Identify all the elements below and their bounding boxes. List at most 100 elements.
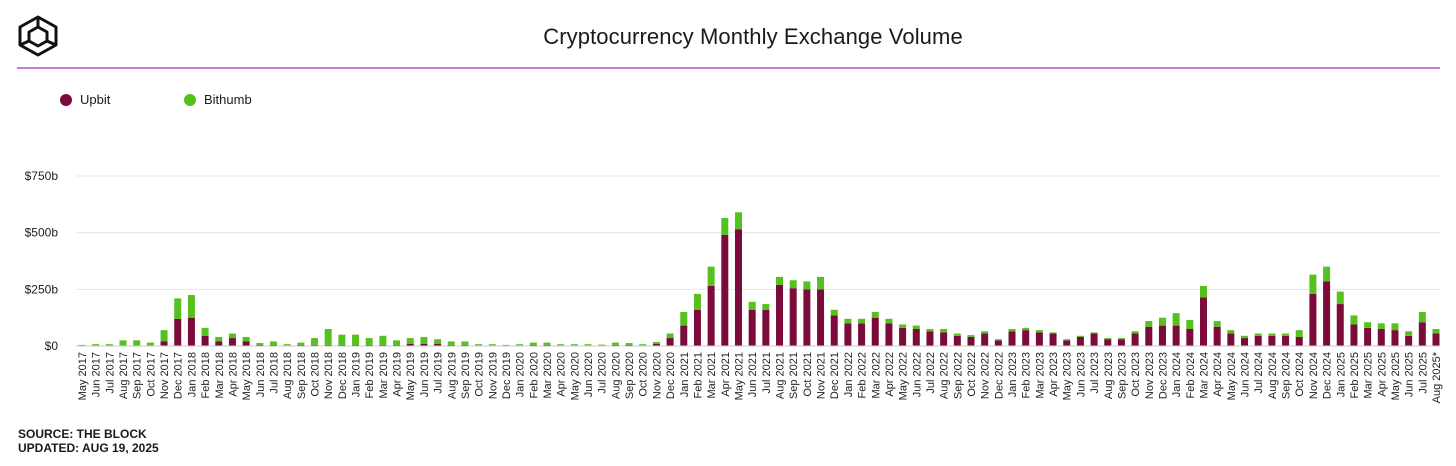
bar-bithumb [338, 334, 346, 345]
x-tick-label: Jan 2021 [679, 352, 691, 397]
updated-note: UPDATED: AUG 19, 2025 [18, 441, 159, 455]
bar-bithumb [406, 338, 414, 344]
bar-bithumb [598, 344, 606, 346]
bar-upbit [762, 309, 770, 346]
bar-upbit [707, 285, 715, 346]
bar-bithumb [502, 344, 510, 346]
x-tick-label: Jul 2023 [1089, 352, 1101, 394]
x-tick-label: Apr 2023 [1048, 352, 1060, 397]
bar-bithumb [912, 325, 920, 329]
bar-upbit [1186, 329, 1194, 346]
bar-upbit [1117, 339, 1125, 346]
x-tick-label: Jul 2019 [433, 352, 445, 394]
bar-upbit [953, 335, 961, 346]
bar-bithumb [269, 341, 277, 345]
bar-bithumb [830, 309, 838, 316]
bar-upbit [1405, 335, 1413, 346]
x-tick-label: Jun 2021 [747, 352, 759, 397]
bar-upbit [256, 344, 264, 346]
bar-upbit [981, 333, 989, 346]
bar-upbit [1350, 324, 1358, 346]
bar-bithumb [1117, 338, 1125, 340]
bar-bithumb [721, 217, 729, 235]
bar-bithumb [256, 343, 264, 345]
bar-bithumb [324, 329, 332, 345]
x-tick-label: May 2024 [1226, 352, 1238, 400]
bar-upbit [365, 344, 373, 346]
bar-bithumb [776, 276, 784, 285]
x-tick-label: Sep 2024 [1281, 352, 1293, 399]
bar-bithumb [92, 344, 100, 346]
x-tick-label: Oct 2022 [966, 352, 978, 397]
bar-upbit [693, 309, 701, 346]
bar-bithumb [953, 333, 961, 336]
bar-upbit [1213, 326, 1221, 346]
x-tick-label: Aug 2019 [446, 352, 458, 399]
bar-upbit [324, 344, 332, 346]
bar-bithumb [516, 344, 524, 346]
x-tick-label: Sep 2020 [624, 352, 636, 399]
bar-bithumb [1035, 330, 1043, 333]
x-tick-label: Jan 2018 [186, 352, 198, 397]
bar-upbit [844, 323, 852, 346]
x-tick-label: Nov 2020 [651, 352, 663, 399]
x-tick-label: Mar 2025 [1363, 352, 1375, 398]
x-tick-label: Feb 2018 [200, 352, 212, 398]
bar-upbit [940, 332, 948, 346]
bar-upbit [1227, 333, 1235, 346]
x-tick-label: Dec 2024 [1322, 352, 1334, 399]
x-tick-label: Aug 2021 [775, 352, 787, 399]
x-tick-label: Dec 2018 [337, 352, 349, 399]
bar-bithumb [940, 329, 948, 333]
x-tick-label: May 2023 [1062, 352, 1074, 400]
bar-bithumb [475, 344, 483, 346]
x-tick-label: Feb 2020 [528, 352, 540, 398]
legend-item-bithumb[interactable]: Bithumb [184, 92, 252, 107]
x-tick-label: Feb 2025 [1349, 352, 1361, 398]
bar-bithumb [187, 295, 195, 318]
x-tick-label: Sep 2019 [460, 352, 472, 399]
bar-bithumb [461, 341, 469, 345]
x-tick-label: Feb 2021 [692, 352, 704, 398]
bar-bithumb [174, 298, 182, 319]
x-tick-label: Apr 2019 [392, 352, 404, 397]
chart-title: Cryptocurrency Monthly Exchange Volume [543, 24, 963, 49]
x-tick-label: Aug 2022 [939, 352, 951, 399]
y-tick-label: $250b [25, 282, 59, 296]
legend-item-upbit[interactable]: Upbit [60, 92, 110, 107]
bar-upbit [187, 317, 195, 346]
bar-upbit [1158, 325, 1166, 346]
bar-bithumb [1158, 317, 1166, 326]
x-tick-label: Mar 2021 [706, 352, 718, 398]
bar-upbit [1063, 340, 1071, 346]
x-tick-label: Jul 2020 [597, 352, 609, 394]
x-tick-label: Dec 2023 [1157, 352, 1169, 399]
bar-upbit [201, 335, 209, 346]
x-tick-label: Aug 2023 [1103, 352, 1115, 399]
bar-bithumb [242, 336, 250, 342]
bar-upbit [858, 323, 866, 346]
bar-bithumb [393, 340, 401, 345]
x-tick-label: Jun 2025 [1404, 352, 1416, 397]
x-tick-label: Mar 2018 [214, 352, 226, 398]
bar-bithumb [201, 327, 209, 336]
x-tick-label: Mar 2022 [870, 352, 882, 398]
x-tick-label: Nov 2022 [980, 352, 992, 399]
bar-bithumb [871, 312, 879, 318]
bar-upbit [1049, 333, 1057, 346]
bar-upbit [406, 343, 414, 346]
bar-bithumb [1213, 321, 1221, 327]
x-tick-label: Jul 2024 [1253, 352, 1265, 394]
bar-bithumb [1295, 330, 1303, 337]
bar-bithumb [283, 344, 291, 346]
bar-upbit [926, 331, 934, 346]
bar-upbit [830, 315, 838, 346]
bar-upbit [338, 344, 346, 346]
bar-bithumb [379, 335, 387, 345]
bar-upbit [871, 317, 879, 346]
x-tick-label: Jun 2018 [255, 352, 267, 397]
bar-bithumb [926, 329, 934, 332]
bar-bithumb [734, 212, 742, 230]
bar-bithumb [1254, 333, 1262, 336]
x-tick-label: Jun 2019 [419, 352, 431, 397]
